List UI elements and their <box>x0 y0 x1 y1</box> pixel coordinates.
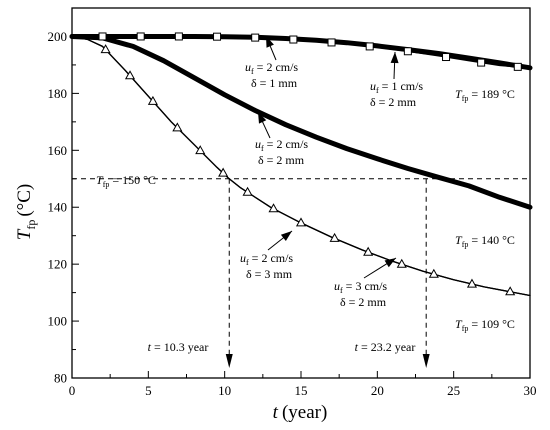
triangle-marker-9 <box>295 217 307 227</box>
svg-text:uf = 1 cm/s: uf = 1 cm/s <box>370 79 423 95</box>
x-tick-label-20: 20 <box>371 383 384 398</box>
triangle-marker-6 <box>218 167 229 177</box>
square-marker-1 <box>98 32 107 41</box>
square-marker-11 <box>477 58 486 67</box>
square-marker-4 <box>213 32 222 41</box>
annotation-e: uf = 3 cm/s δ = 2 mm <box>334 279 387 309</box>
annotation-d-arrow-head <box>280 231 292 241</box>
triangle-marker-5 <box>195 145 206 155</box>
end-label-top: Tfp = 189 °C <box>455 87 515 103</box>
x-tick-label-10: 10 <box>218 383 231 398</box>
y-tick-label-80: 80 <box>54 371 67 386</box>
cut-label-1: t = 10.3 year <box>148 340 209 354</box>
x-tick-label-5: 5 <box>145 383 152 398</box>
y-tick-label-200: 200 <box>48 29 68 44</box>
axis-ticks: 0 5 10 15 20 25 30 80 100 120 140 160 180 200 <box>48 29 537 398</box>
y-tick-label-100: 100 <box>48 314 68 329</box>
triangle-marker-13 <box>428 268 439 278</box>
annotation-a: uf = 2 cm/s δ = 1 mm <box>245 60 298 90</box>
triangle-marker-10 <box>329 232 340 242</box>
series-line-2 <box>71 35 531 69</box>
series-line-3 <box>69 34 533 210</box>
cut-arrow-1 <box>225 354 233 368</box>
square-marker-6 <box>289 35 298 44</box>
annotation-a-arrow-head <box>266 36 274 48</box>
svg-text:δ = 2 mm: δ = 2 mm <box>258 153 305 167</box>
annotation-e-arrow-head <box>384 258 396 268</box>
svg-text:δ = 2 mm: δ = 2 mm <box>370 95 417 109</box>
triangle-marker-14 <box>466 278 478 288</box>
cut-arrow-2 <box>422 354 430 368</box>
y-tick-label-120: 120 <box>48 257 68 272</box>
x-axis-title: t (year) <box>273 402 328 423</box>
plot-area <box>69 7 533 379</box>
annotation-c: uf = 2 cm/s δ = 2 mm <box>255 137 308 167</box>
square-marker-12 <box>513 62 522 71</box>
annotation-c-arrow-head <box>258 112 267 124</box>
svg-text:uf = 3 cm/s: uf = 3 cm/s <box>334 279 387 295</box>
square-marker-8 <box>365 42 374 51</box>
x-tick-label-30: 30 <box>524 383 537 398</box>
triangle-marker-8 <box>268 203 279 213</box>
annotation-b-arrow-head <box>390 52 399 64</box>
annotation-d: uf = 2 cm/s δ = 3 mm <box>240 251 293 281</box>
reference-label: Tfp = 150 °C <box>96 173 156 189</box>
square-marker-2 <box>136 32 145 41</box>
triangle-marker-11 <box>363 246 374 256</box>
triangle-marker-15 <box>505 286 516 296</box>
triangle-marker-4 <box>172 122 183 132</box>
square-marker-5 <box>251 33 260 42</box>
triangle-marker-1 <box>100 44 111 54</box>
end-label-bottom: Tfp = 109 °C <box>455 317 515 333</box>
square-marker-10 <box>442 53 451 62</box>
triangle-marker-7 <box>242 186 253 196</box>
x-tick-label-15: 15 <box>295 383 308 398</box>
cut-label-2: t = 23.2 year <box>355 340 416 354</box>
y-tick-label-140: 140 <box>48 200 68 215</box>
svg-text:δ = 2 mm: δ = 2 mm <box>340 295 387 309</box>
svg-text:uf = 2 cm/s: uf = 2 cm/s <box>245 60 298 76</box>
svg-text:δ = 3 mm: δ = 3 mm <box>246 267 293 281</box>
annotation-b: uf = 1 cm/s δ = 2 mm <box>370 79 423 109</box>
svg-text:uf = 2 cm/s: uf = 2 cm/s <box>240 251 293 267</box>
x-tick-label-25: 25 <box>447 383 460 398</box>
triangle-marker-2 <box>124 70 136 80</box>
triangle-marker-3 <box>147 95 158 105</box>
y-tick-label-160: 160 <box>48 143 68 158</box>
svg-text:δ = 1 mm: δ = 1 mm <box>251 76 298 90</box>
square-marker-9 <box>403 47 412 56</box>
end-label-middle: Tfp = 140 °C <box>455 233 515 249</box>
x-tick-label-0: 0 <box>69 383 76 398</box>
y-tick-label-180: 180 <box>48 86 68 101</box>
svg-text:uf = 2 cm/s: uf = 2 cm/s <box>255 137 308 153</box>
square-marker-7 <box>327 38 336 47</box>
y-axis-title: Tfp(°C) <box>14 184 38 241</box>
square-marker-3 <box>174 32 183 41</box>
triangle-marker-12 <box>396 258 407 268</box>
